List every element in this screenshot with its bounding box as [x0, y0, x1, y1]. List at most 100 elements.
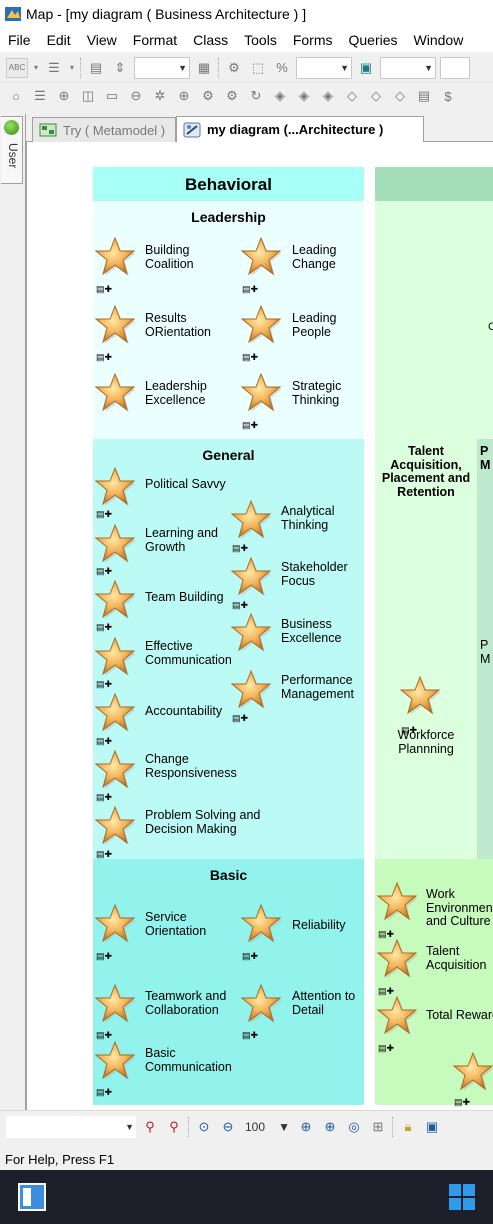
menu-edit[interactable]: Edit	[46, 32, 71, 48]
menu-queries[interactable]: Queries	[348, 32, 398, 48]
resize-icon[interactable]: ⬚	[251, 59, 265, 75]
item-controls-icon[interactable]: ▤✚	[242, 420, 259, 430]
item-controls-icon[interactable]: ▤✚	[96, 284, 113, 294]
star-icon[interactable]	[95, 466, 135, 506]
item-controls-icon[interactable]: ▤✚	[96, 352, 113, 362]
star-icon[interactable]	[377, 881, 417, 921]
diamond-shape-icon[interactable]: ◈	[299, 88, 309, 103]
star-icon[interactable]	[231, 669, 271, 709]
dollar-diamond-icon[interactable]: ◈	[323, 88, 333, 103]
item-controls-icon[interactable]: ▤✚	[242, 352, 259, 362]
zoom-page-icon[interactable]: ◎	[348, 1118, 360, 1134]
behavioral-header[interactable]: Behavioral	[93, 167, 364, 201]
right-header[interactable]	[375, 167, 493, 201]
rewards-section[interactable]: Work Environment and Culture ▤✚ Talent A…	[375, 859, 493, 1107]
star-icon[interactable]	[95, 1040, 135, 1080]
item-controls-icon[interactable]: ▤✚	[96, 736, 113, 746]
star-icon[interactable]	[241, 304, 281, 344]
menu-format[interactable]: Format	[132, 32, 178, 48]
talent-col2-section[interactable]: P M P M	[477, 439, 493, 859]
app-taskbar-icon[interactable]	[17, 1182, 47, 1212]
item-controls-icon[interactable]: ▤✚	[232, 600, 249, 610]
item-controls-icon[interactable]: ▤✚	[96, 622, 113, 632]
menu-forms[interactable]: Forms	[292, 32, 333, 48]
item-controls-icon[interactable]: ▤✚	[96, 849, 113, 859]
item-controls-icon[interactable]: ▤✚	[232, 543, 249, 553]
gear-circle-icon[interactable]: ⚙	[226, 88, 238, 103]
item-controls-icon[interactable]: ▤✚	[96, 1030, 113, 1040]
zoom-fit-icon[interactable]: ⊙	[198, 1118, 210, 1134]
item-controls-icon[interactable]: ▤✚	[232, 713, 249, 723]
align-icon[interactable]: ▤	[89, 59, 103, 75]
item-controls-icon[interactable]: ▤✚	[242, 951, 259, 961]
view-combo[interactable]: ▼	[6, 1115, 136, 1138]
windows-start-icon[interactable]	[448, 1183, 476, 1211]
dropdown-arrow-icon[interactable]: ▾	[33, 63, 38, 72]
percent-icon[interactable]: %	[276, 60, 288, 75]
zoom-out-icon[interactable]: ⊖	[222, 1118, 234, 1134]
diamond-shape-icon[interactable]: ◇	[395, 88, 405, 103]
star-icon[interactable]	[95, 903, 135, 943]
menu-class[interactable]: Class	[193, 32, 229, 48]
item-controls-icon[interactable]: ▤✚	[454, 1097, 471, 1107]
star-icon[interactable]	[95, 805, 135, 845]
star-icon[interactable]	[95, 692, 135, 732]
spacing-icon[interactable]: ⇕	[114, 59, 126, 75]
star-icon[interactable]	[95, 372, 135, 412]
basic-section[interactable]: Basic Service Orientation ▤✚ Reliability…	[93, 859, 364, 1105]
item-controls-icon[interactable]: ▤✚	[96, 566, 113, 576]
item-controls-icon[interactable]: ▤✚	[96, 509, 113, 519]
fill-color-icon[interactable]: ▣	[359, 59, 373, 75]
star-circle-icon[interactable]: ✲	[154, 88, 166, 103]
menu-tools[interactable]: Tools	[244, 32, 277, 48]
minus-circle-icon[interactable]: ⊖	[130, 88, 142, 103]
tab-my-diagram[interactable]: my diagram (...Architecture )	[176, 116, 424, 142]
size-combo[interactable]: ▼	[296, 56, 352, 79]
star-icon[interactable]	[231, 556, 271, 596]
star-icon[interactable]	[241, 372, 281, 412]
star-icon[interactable]	[377, 938, 417, 978]
zoom-select-icon[interactable]: ⊞	[372, 1118, 384, 1134]
star-icon[interactable]	[453, 1051, 493, 1091]
leadership-section[interactable]: Leadership Building Coalition ▤✚ Leading…	[93, 201, 364, 439]
star-icon[interactable]	[377, 995, 417, 1035]
item-controls-icon[interactable]: ▤✚	[242, 1030, 259, 1040]
color-combo[interactable]: ▼	[380, 56, 436, 79]
grid-icon[interactable]: ▦	[197, 59, 211, 75]
item-controls-icon[interactable]: ▤✚	[96, 792, 113, 802]
circle-shape-icon[interactable]: ○	[12, 88, 20, 104]
star-icon[interactable]	[95, 636, 135, 676]
cross-circle-icon[interactable]: ⊕	[58, 88, 70, 103]
menu-window[interactable]: Window	[413, 32, 464, 48]
extra-combo[interactable]	[440, 56, 470, 79]
item-controls-icon[interactable]: ▤✚	[96, 1087, 113, 1097]
document-shape-icon[interactable]: ▤	[417, 88, 431, 103]
spellcheck-icon[interactable]: ABC	[6, 57, 28, 78]
diagram-canvas[interactable]: Behavioral Leadership Building Coalition…	[26, 142, 493, 1110]
list-shape-icon[interactable]: ☰	[34, 88, 46, 103]
star-icon[interactable]	[95, 983, 135, 1023]
image-shape-icon[interactable]: ▭	[105, 88, 119, 103]
cycle-icon[interactable]: ↻	[250, 88, 262, 103]
window-icon[interactable]: ▣	[425, 1118, 439, 1134]
item-controls-icon[interactable]: ▤✚	[96, 951, 113, 961]
binoculars-icon[interactable]: ⚲	[145, 1118, 155, 1134]
item-controls-icon[interactable]: ▤✚	[401, 725, 418, 735]
diamond-shape-icon[interactable]: ◇	[347, 88, 357, 103]
dropdown-arrow-icon[interactable]: ▾	[69, 63, 74, 72]
gear-circle-icon[interactable]: ⚙	[202, 88, 214, 103]
star-icon[interactable]	[400, 675, 440, 715]
item-controls-icon[interactable]: ▤✚	[96, 679, 113, 689]
diamond-shape-icon[interactable]: ◈	[275, 88, 285, 103]
star-icon[interactable]	[241, 903, 281, 943]
right-top-section[interactable]: C	[375, 201, 493, 439]
user-side-tab[interactable]: User	[1, 116, 23, 184]
binoculars-icon[interactable]: ⚲	[169, 1118, 179, 1134]
item-controls-icon[interactable]: ▤✚	[378, 929, 395, 939]
menu-view[interactable]: View	[86, 32, 117, 48]
general-section[interactable]: General Political Savvy ▤✚ Analytical Th…	[93, 439, 364, 859]
menu-file[interactable]: File	[8, 32, 31, 48]
star-icon[interactable]	[95, 579, 135, 619]
item-controls-icon[interactable]: ▤✚	[378, 986, 395, 996]
plus-circle-icon[interactable]: ⊕	[178, 88, 190, 103]
